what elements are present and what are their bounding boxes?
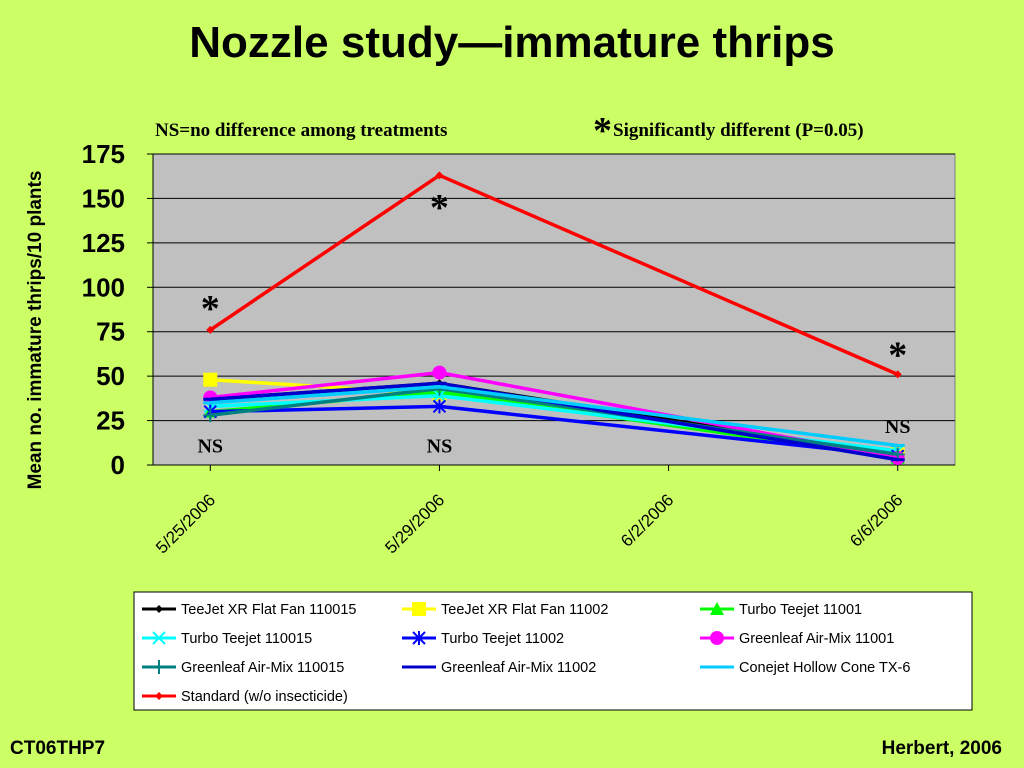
legend-note-ns: NS=no difference among treatments	[155, 120, 447, 141]
significance-star: *	[201, 288, 220, 330]
series-10	[206, 171, 902, 379]
plot-area	[152, 153, 956, 466]
legend-marker	[152, 631, 166, 645]
legend-item: Turbo Teejet 11001	[700, 602, 862, 618]
x-tick-label: 5/25/2006	[152, 490, 219, 557]
legend-label: Greenleaf Air-Mix 11002	[441, 660, 596, 676]
legend-marker	[412, 631, 426, 645]
ns-label: NS	[197, 435, 223, 457]
data-point	[893, 370, 902, 379]
y-tick-label: 175	[82, 139, 125, 169]
x-tick-label: 5/29/2006	[381, 490, 448, 557]
legend-item: Greenleaf Air-Mix 110015	[142, 660, 344, 676]
y-tick-label: 0	[111, 450, 125, 480]
legend-label: Turbo Teejet 11001	[739, 602, 862, 618]
series-9	[203, 385, 905, 448]
y-tick-label: 125	[82, 228, 125, 258]
legend-box	[133, 591, 973, 711]
ns-label: NS	[885, 416, 911, 438]
legend-marker	[155, 605, 163, 613]
legend-label: Conejet Hollow Cone TX-6	[739, 660, 910, 676]
y-axis-label: Mean no. immature thrips/10 plants	[25, 171, 46, 490]
data-point	[206, 325, 215, 334]
legend-marker	[152, 660, 166, 674]
data-point	[435, 171, 444, 180]
y-tick-label: 150	[82, 183, 125, 213]
data-point	[432, 388, 447, 403]
legend-item: TeeJet XR Flat Fan 11002	[402, 602, 608, 618]
legend-item: TeeJet XR Flat Fan 110015	[142, 602, 356, 618]
legend-item: Turbo Teejet 110015	[142, 631, 312, 647]
y-tick-label: 75	[96, 317, 125, 347]
legend-item: Turbo Teejet 11002	[402, 631, 564, 647]
ns-label: NS	[427, 435, 453, 457]
legend-note-star: *	[593, 110, 612, 152]
data-point	[203, 408, 218, 423]
legend-item: Conejet Hollow Cone TX-6	[700, 660, 910, 676]
legend-label: Turbo Teejet 11002	[441, 631, 564, 647]
y-tick-label: 100	[82, 272, 125, 302]
legend-label: Standard (w/o insecticide)	[181, 689, 348, 705]
legend-marker	[412, 602, 426, 616]
legend-marker	[710, 631, 724, 645]
significance-star: *	[888, 334, 907, 376]
slide-citation: Herbert, 2006	[881, 738, 1002, 759]
legend-marker	[710, 602, 724, 615]
y-tick-label: 25	[96, 406, 125, 436]
x-tick-label: 6/2/2006	[617, 490, 677, 550]
x-tick-label: 6/6/2006	[846, 490, 906, 550]
legend-label: TeeJet XR Flat Fan 11002	[441, 602, 608, 618]
legend-label: Greenleaf Air-Mix 11001	[739, 631, 894, 647]
legend-label: Turbo Teejet 110015	[181, 631, 312, 647]
significance-star: *	[430, 187, 449, 229]
slide-code: CT06THP7	[10, 738, 106, 759]
chart-legend: TeeJet XR Flat Fan 110015 TeeJet XR Flat …	[133, 591, 973, 711]
y-tick-label: 50	[96, 361, 125, 391]
legend-note-significant: Significantly different (P=0.05)	[613, 120, 864, 141]
data-point	[432, 399, 447, 414]
legend-label: Greenleaf Air-Mix 110015	[181, 660, 344, 676]
legend-item: Greenleaf Air-Mix 11001	[700, 631, 894, 647]
series-8	[203, 381, 905, 462]
legend-label: TeeJet XR Flat Fan 110015	[181, 602, 356, 618]
data-point	[203, 372, 218, 387]
legend-item: Standard (w/o insecticide)	[142, 689, 348, 705]
data-point	[432, 365, 447, 380]
slide-title: Nozzle study—immature thrips	[189, 18, 835, 67]
legend-marker	[155, 692, 163, 700]
legend-item: Greenleaf Air-Mix 11002	[402, 660, 596, 676]
